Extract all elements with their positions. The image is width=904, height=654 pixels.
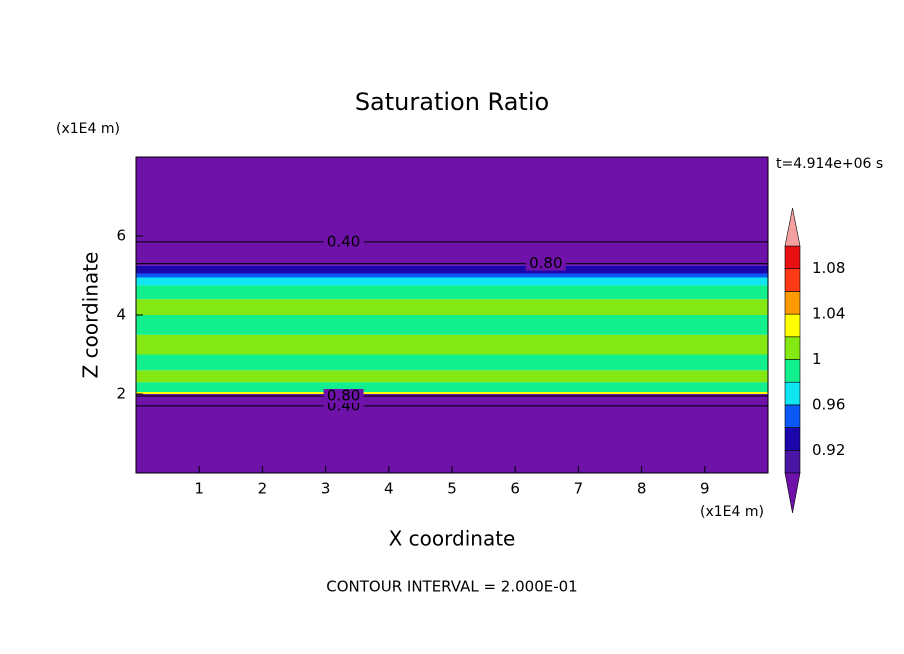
x-tick-label: 4 — [384, 480, 394, 498]
contour-label-bg — [525, 256, 566, 271]
field-band — [136, 299, 768, 315]
field-band — [136, 277, 768, 286]
y-unit: (x1E4 m) — [56, 121, 120, 137]
colorbar-box — [784, 336, 801, 360]
field-band — [136, 334, 768, 355]
field-band — [136, 370, 768, 383]
field-band — [136, 394, 768, 473]
colorbar-box — [784, 381, 801, 406]
time-label: t=4.914e+06 s — [776, 156, 883, 172]
field-band — [136, 354, 768, 371]
colorbar-box — [784, 245, 801, 270]
field-band — [136, 273, 768, 278]
colorbar-tick-label: 0.96 — [812, 395, 845, 413]
x-tick-label: 5 — [447, 480, 457, 498]
x-tick-label: 9 — [700, 480, 710, 498]
colorbar-box — [784, 449, 801, 474]
colorbar-box — [784, 359, 801, 383]
x-axis-title: X coordinate — [389, 527, 516, 551]
y-axis-title: Z coordinate — [79, 252, 103, 379]
colorbar-tick-label: 1 — [812, 350, 822, 368]
colorbar-box — [784, 313, 801, 338]
colorbar-tick-label: 0.92 — [812, 441, 845, 459]
y-tick-label: 6 — [116, 227, 126, 245]
colorbar-tick-label: 1.08 — [812, 259, 845, 277]
contour-label: 0.40 — [327, 232, 360, 250]
chart-title: Saturation Ratio — [355, 88, 549, 116]
field-band — [136, 285, 768, 300]
field-band — [136, 157, 768, 266]
colorbar-tick-label: 1.04 — [812, 305, 845, 323]
colorbar-box — [784, 291, 801, 315]
x-tick-label: 7 — [574, 480, 584, 498]
field-band — [136, 265, 768, 274]
y-tick-label: 4 — [116, 306, 126, 324]
colorbar-under — [784, 472, 801, 514]
field-band — [136, 392, 768, 394]
y-tick-label: 2 — [116, 385, 126, 403]
colorbar-box — [784, 268, 801, 292]
x-tick-label: 2 — [258, 480, 268, 498]
contour-label-bg — [323, 388, 364, 403]
contour-label-bg — [323, 234, 364, 249]
colorbar-over — [784, 207, 801, 247]
field-band — [136, 382, 768, 393]
x-tick-label: 1 — [194, 480, 204, 498]
x-tick-label: 6 — [510, 480, 520, 498]
contour-label: 0.80 — [327, 386, 360, 404]
contour-label: 0.80 — [529, 254, 562, 272]
colorbar-box — [784, 427, 801, 451]
x-unit: (x1E4 m) — [700, 504, 764, 520]
x-tick-label: 8 — [637, 480, 647, 498]
colorbar-box — [784, 404, 801, 428]
x-tick-label: 3 — [321, 480, 331, 498]
footer: CONTOUR INTERVAL = 2.000E-01 — [326, 578, 577, 596]
field-band — [136, 315, 768, 335]
